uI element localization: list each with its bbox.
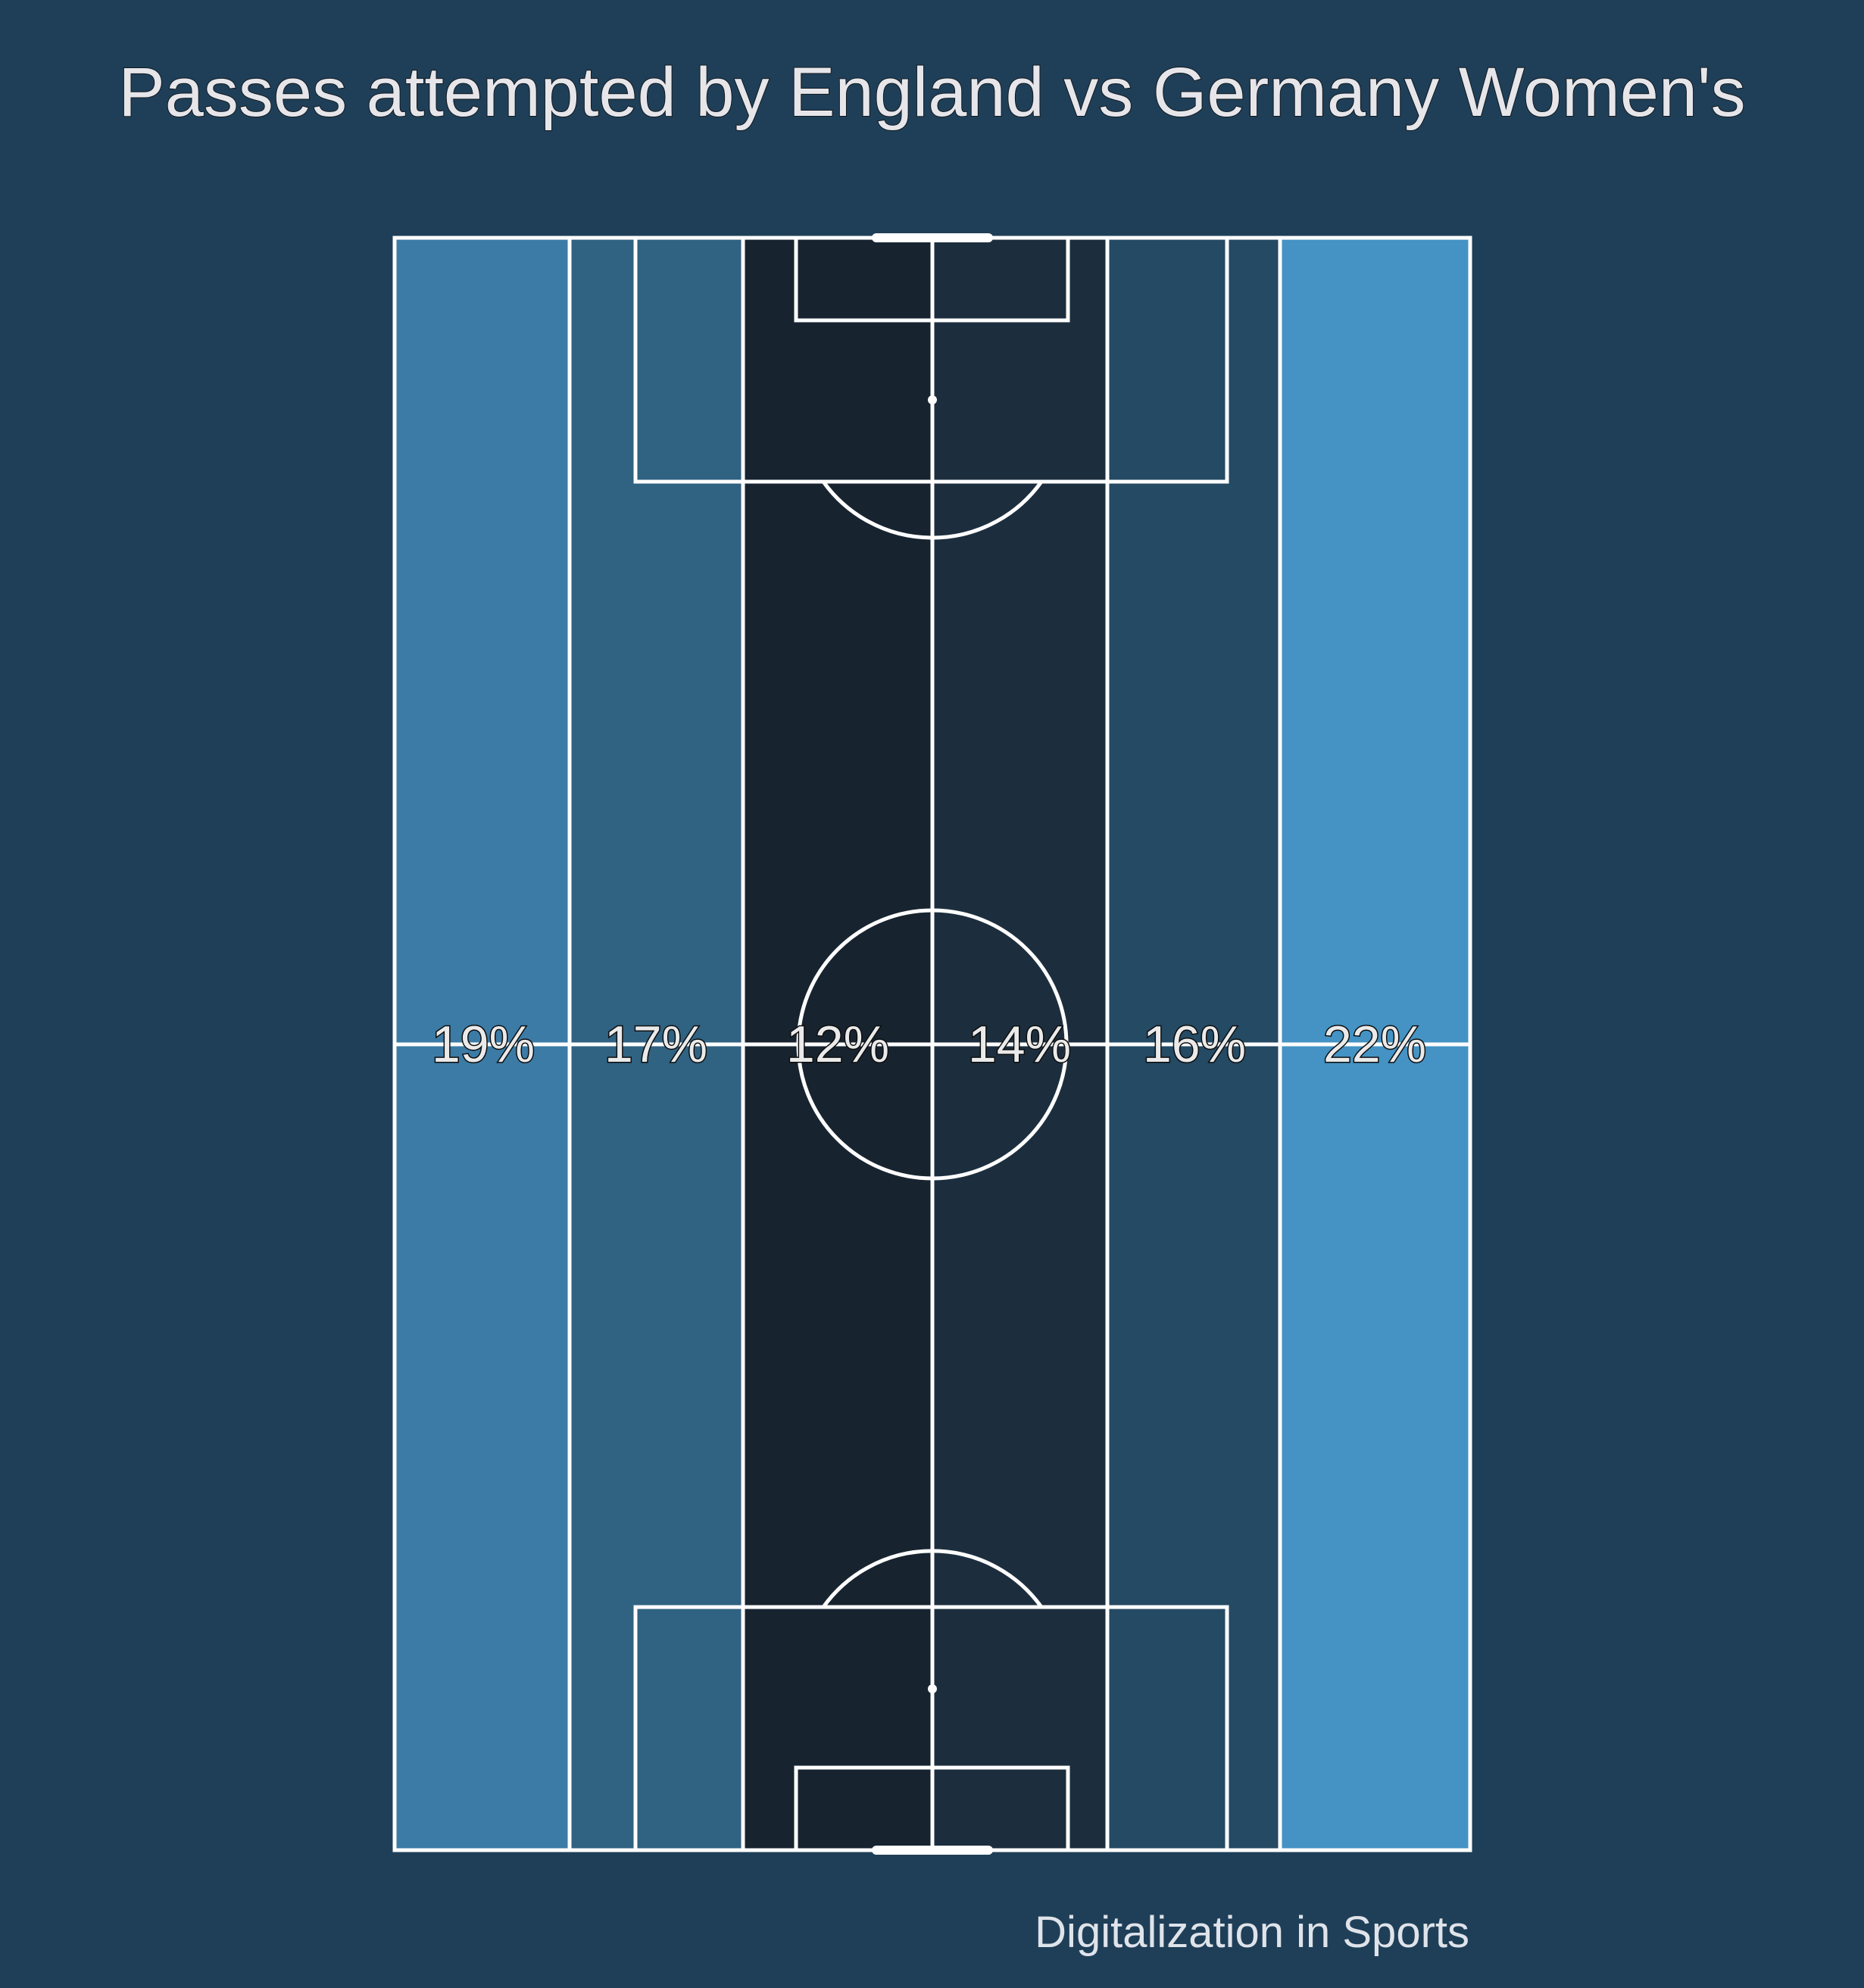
channel-label-1: 19%: [432, 1016, 535, 1073]
channel-label-5: 16%: [1143, 1016, 1246, 1073]
pitch-markings: [392, 233, 1472, 1855]
center-circle: [796, 908, 1069, 1181]
bottom-penalty-arc: [821, 1549, 1044, 1609]
channel-label-6: 22%: [1323, 1016, 1426, 1073]
bottom-penalty-spot: [928, 1684, 937, 1693]
top-penalty-arc: [821, 480, 1044, 540]
top-penalty-spot: [928, 395, 937, 404]
channel-label-3: 12%: [786, 1016, 889, 1073]
credit-text: Digitalization in Sports: [1035, 1908, 1469, 1957]
channel-label-4: 14%: [968, 1016, 1071, 1073]
channel-label-2: 17%: [604, 1016, 707, 1073]
chart-title: Passes attempted by England vs Germany W…: [117, 53, 1746, 132]
channel-labels: 19% 17% 12% 14% 16% 22%: [430, 1015, 1427, 1075]
